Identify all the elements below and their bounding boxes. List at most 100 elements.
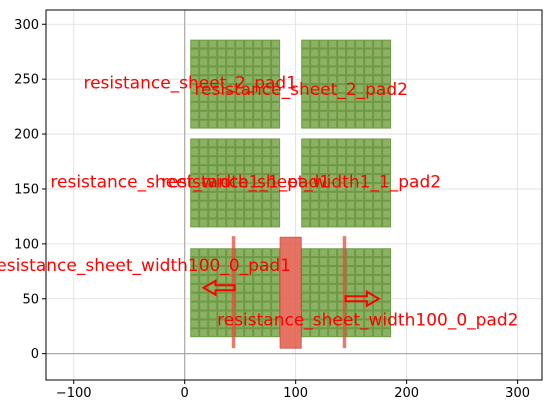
pad-cell: [209, 249, 217, 257]
pad-cell: [374, 284, 382, 292]
pad-cell: [236, 120, 244, 128]
pad-cell: [263, 219, 271, 227]
x-tick-label: 0: [181, 386, 189, 401]
pad-cell: [236, 249, 244, 257]
pad-cell: [338, 120, 346, 128]
pad-cell: [347, 49, 355, 57]
pad-cell: [365, 148, 373, 156]
pad-cell: [209, 320, 217, 328]
pad-cell: [311, 192, 319, 200]
pad-cell: [245, 166, 253, 174]
pad-cell: [374, 311, 382, 319]
pad-cell: [227, 311, 235, 319]
pad-cell: [311, 49, 319, 57]
pad-cell: [311, 40, 319, 48]
pad-cell: [254, 201, 262, 209]
pad-cell: [200, 157, 208, 165]
pad-cell: [272, 139, 280, 147]
pad-cell: [320, 58, 328, 66]
pad-cell: [209, 102, 217, 110]
pad-cell: [329, 320, 337, 328]
pad-cell: [365, 85, 373, 93]
y-tick-label: 200: [14, 128, 39, 143]
pad-cell: [320, 267, 328, 274]
pad-cell: [365, 111, 373, 119]
pad-cell: [209, 275, 217, 283]
pad-cell: [254, 157, 262, 165]
pad-cell: [356, 183, 364, 191]
pad-cell: [218, 249, 226, 257]
pad-cell: [254, 192, 262, 200]
pad-cell: [383, 120, 391, 128]
pad-cell: [227, 192, 235, 200]
pad-cell: [218, 320, 226, 328]
pad-cell: [338, 249, 346, 257]
pad-cell: [374, 258, 382, 266]
pad-cell: [200, 40, 208, 48]
pad-cell: [227, 85, 235, 93]
pad-cell: [254, 183, 262, 191]
pad-cell: [383, 139, 391, 147]
pad-cell: [365, 76, 373, 84]
port-label: resistance_sheet_width1_1_pad2: [161, 172, 441, 192]
port-label: resistance_sheet_2_pad1: [83, 74, 297, 94]
pad-cell: [245, 139, 253, 147]
pad-cell: [329, 166, 337, 174]
pad-cell: [338, 76, 346, 84]
pad-cell: [338, 111, 346, 119]
pad-cell: [320, 320, 328, 328]
pad-cell: [329, 192, 337, 200]
pad-cell: [200, 329, 208, 337]
pad-cell: [374, 67, 382, 75]
pad-cell: [272, 49, 280, 57]
pad-cell: [320, 258, 328, 266]
pad-cell: [356, 40, 364, 48]
pad-cell: [200, 139, 208, 147]
pad-cell: [338, 40, 346, 48]
pad-cell: [191, 157, 199, 165]
pad-cell: [254, 49, 262, 57]
pad-cell: [329, 58, 337, 66]
pad-cell: [272, 267, 280, 274]
pad-cell: [263, 284, 271, 292]
pad-cell: [200, 175, 208, 182]
pad-cell: [272, 311, 280, 319]
pad-cell: [383, 166, 391, 174]
pad-cell: [263, 329, 271, 337]
pad-cell: [227, 201, 235, 209]
pad-cell: [191, 139, 199, 147]
pad-cell: [218, 111, 226, 119]
x-tick-label: 300: [505, 386, 530, 401]
pad-cell: [356, 67, 364, 75]
pad-cell: [365, 219, 373, 227]
pad-cell: [191, 94, 199, 101]
pad-cell: [383, 219, 391, 227]
pad-cell: [374, 58, 382, 66]
pad-cell: [347, 210, 355, 218]
pad-cell: [245, 210, 253, 218]
pad-cell: [272, 249, 280, 257]
pad-cell: [263, 302, 271, 310]
pad-cell: [311, 201, 319, 209]
pad-cell: [365, 302, 373, 310]
pad-cell: [191, 284, 199, 292]
pad-cell: [236, 183, 244, 191]
pad-cell: [236, 284, 244, 292]
pad-cell: [356, 85, 364, 93]
pad-cell: [227, 102, 235, 110]
pad-cell: [245, 275, 253, 283]
pad-cell: [302, 192, 310, 200]
pad-cell: [200, 166, 208, 174]
pad-cell: [347, 311, 355, 319]
pad-cell: [263, 111, 271, 119]
pad-cell: [356, 139, 364, 147]
pad-cell: [254, 293, 262, 301]
pad-cell: [320, 148, 328, 156]
pad-cell: [218, 102, 226, 110]
pad-cell: [311, 210, 319, 218]
pad-cell: [263, 175, 271, 182]
pad-cell: [218, 293, 226, 301]
pad-cell: [200, 192, 208, 200]
pad-cell: [263, 102, 271, 110]
